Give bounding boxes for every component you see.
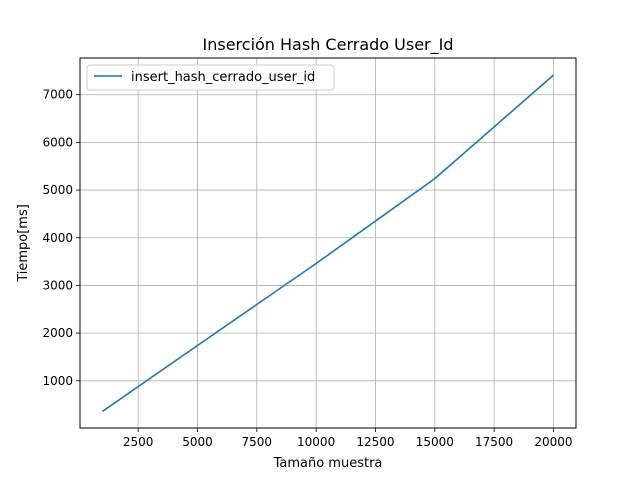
x-tick-label: 2500 — [123, 435, 154, 449]
y-tick-label: 1000 — [42, 374, 73, 388]
series-layer — [102, 74, 554, 412]
y-tick-label: 5000 — [42, 183, 73, 197]
y-axis-label: Tiempo[ms] — [16, 204, 31, 283]
chart-title: Inserción Hash Cerrado User_Id — [203, 35, 454, 55]
y-tick-label: 3000 — [42, 278, 73, 292]
x-tick-label: 12500 — [356, 435, 394, 449]
x-tick-label: 20000 — [534, 435, 572, 449]
series-line — [102, 74, 554, 412]
legend: insert_hash_cerrado_user_id — [86, 64, 335, 91]
x-tick-label: 17500 — [475, 435, 513, 449]
y-tick-label: 2000 — [42, 326, 73, 340]
x-tick-label: 7500 — [242, 435, 273, 449]
legend-box — [86, 64, 335, 91]
y-tick-label: 4000 — [42, 231, 73, 245]
x-tick-label: 5000 — [182, 435, 213, 449]
plot-frame — [79, 57, 577, 429]
grid-lines — [80, 58, 576, 428]
x-tick-label: 10000 — [297, 435, 335, 449]
y-axis-ticks: 1000 2000 3000 4000 5000 6000 7000 — [42, 88, 80, 388]
x-axis-ticks: 2500 5000 7500 10000 12500 15000 17500 20000 — [123, 428, 573, 449]
x-axis-label: Tamaño muestra — [273, 456, 383, 471]
legend-entry-label: insert_hash_cerrado_user_id — [131, 70, 315, 85]
y-tick-label: 7000 — [42, 88, 73, 102]
x-tick-label: 15000 — [416, 435, 454, 449]
y-tick-label: 6000 — [42, 135, 73, 149]
